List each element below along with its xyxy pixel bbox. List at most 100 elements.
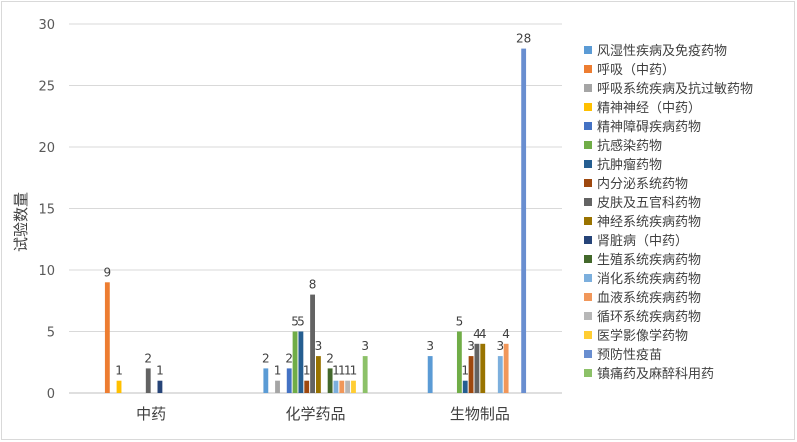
data-label: 1 (303, 364, 311, 378)
legend-label: 镇痛药及麻醉科用药 (597, 366, 714, 382)
legend-swatch (584, 179, 592, 187)
data-label: 3 (361, 339, 369, 353)
bar (503, 343, 509, 393)
bar (316, 356, 321, 393)
legend-label: 肾脏病（中药） (597, 234, 688, 249)
legend-swatch (584, 141, 592, 149)
bar (456, 331, 462, 393)
data-label: 1 (350, 364, 358, 378)
data-label: 1 (332, 364, 340, 378)
legend-swatch (584, 198, 592, 206)
bar (145, 368, 151, 393)
legend-swatch (584, 331, 592, 339)
bar (304, 380, 310, 393)
legend-swatch (584, 84, 592, 92)
data-label: 3 (315, 339, 323, 353)
bar (116, 380, 122, 393)
data-label: 5 (297, 315, 305, 329)
data-label: 28 (516, 32, 531, 46)
legend-swatch (584, 46, 592, 54)
y-axis-ticks: 0 5 10 15 20 25 30 (38, 18, 55, 402)
data-label: 1 (344, 364, 352, 378)
bar (310, 294, 315, 393)
legend-swatch (584, 122, 592, 130)
legend-label: 抗感染药物 (597, 138, 662, 154)
bar (104, 282, 110, 393)
y-tick-label: 20 (38, 141, 55, 156)
data-label: 4 (473, 327, 481, 341)
legend-swatch (584, 293, 592, 301)
legend-label: 呼吸系统疾病及抗过敏药物 (597, 82, 753, 97)
data-label: 8 (309, 278, 317, 292)
data-label: 5 (456, 315, 464, 329)
legend-swatch (584, 312, 592, 320)
y-tick-label: 25 (38, 80, 55, 95)
legend-swatch (584, 369, 592, 377)
bar (474, 343, 480, 393)
data-label: 3 (426, 339, 434, 353)
gridlines (69, 23, 562, 394)
x-axis-categories: 中药 化学药品 生物制品 (136, 405, 510, 423)
legend-label: 生殖系统疾病药物 (597, 252, 701, 268)
data-label: 3 (496, 339, 504, 353)
data-label: 4 (502, 327, 510, 341)
y-tick-label: 30 (38, 18, 55, 33)
bar (351, 380, 356, 393)
bar (362, 356, 368, 393)
bar (427, 356, 433, 393)
data-label: 1 (156, 364, 164, 378)
data-label: 1 (461, 364, 469, 378)
y-axis-label: 试验数量 (12, 192, 30, 252)
legend-label: 抗肿瘤药物 (597, 157, 662, 173)
bar (298, 331, 304, 393)
data-label: 2 (285, 351, 293, 365)
legend-label: 医学影像学药物 (597, 328, 688, 344)
legend-label: 神经系统疾病药物 (597, 215, 701, 230)
bar (275, 380, 280, 393)
data-label: 1 (115, 364, 123, 378)
legend-label: 精神障碍疾病药物 (597, 120, 701, 135)
x-category-label: 生物制品 (450, 405, 510, 423)
legend-label: 皮肤及五官科药物 (597, 195, 701, 211)
legend-label: 内分泌系统药物 (597, 176, 688, 192)
bar (468, 356, 474, 393)
legend-swatch (584, 350, 592, 358)
data-label: 4 (479, 327, 487, 341)
data-label: 1 (274, 364, 282, 378)
legend-swatch (584, 255, 592, 263)
bar (497, 356, 503, 393)
legend-swatch (584, 217, 592, 225)
bar (333, 380, 339, 393)
legend-label: 循环系统疾病药物 (597, 310, 701, 325)
data-label: 2 (326, 351, 334, 365)
bar (292, 331, 298, 393)
bar (521, 48, 527, 393)
legend-label: 预防性疫苗 (597, 347, 662, 363)
bar (462, 380, 468, 393)
data-label: 2 (144, 351, 152, 365)
legend-label: 精神神经（中药） (597, 101, 701, 116)
legend-label: 血液系统疾病药物 (597, 291, 701, 306)
bar (345, 380, 351, 393)
legend-label: 风湿性疾病及免疫药物 (597, 43, 727, 59)
legend-swatch (584, 160, 592, 168)
bar (157, 380, 163, 393)
legend-swatch (584, 274, 592, 282)
data-label: 2 (262, 351, 270, 365)
bars (104, 48, 527, 393)
legend-swatch (584, 236, 592, 244)
bar (339, 380, 345, 393)
bar (263, 368, 269, 393)
y-tick-label: 10 (38, 264, 55, 279)
data-label: 5 (291, 315, 299, 329)
data-label: 3 (467, 339, 475, 353)
data-label: 1 (338, 364, 346, 378)
y-tick-label: 15 (38, 203, 55, 218)
bar (327, 368, 333, 393)
y-tick-label: 5 (47, 326, 55, 341)
y-tick-label: 0 (47, 387, 55, 402)
